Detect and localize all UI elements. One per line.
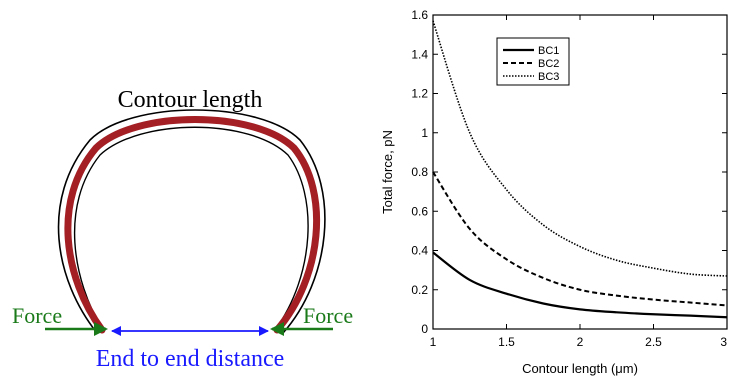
filament-inner-outline: [73, 126, 309, 331]
series-line-bc1: [432, 251, 728, 319]
legend-label-bc3: BC3: [538, 71, 559, 83]
y-tick-label: 1.6: [411, 8, 428, 22]
x-tick-label: 2: [577, 335, 584, 349]
x-axis-label: Contour length (μm): [522, 361, 638, 376]
legend-label-bc1: BC1: [538, 45, 559, 57]
y-tick-label: 1.4: [411, 47, 428, 61]
series-lines: [432, 20, 728, 319]
legend-label-bc2: BC2: [538, 58, 559, 70]
y-tick-label: 0.6: [411, 204, 428, 218]
contour-length-label: Contour length: [118, 87, 263, 113]
plot-frame: [432, 14, 728, 330]
y-tick-label: 1.2: [411, 87, 428, 101]
x-tick-label: 1: [430, 335, 437, 349]
series-line-bc2: [432, 171, 728, 307]
filament: [64, 116, 321, 334]
x-tick-label: 1.5: [498, 335, 515, 349]
y-axis: 0 0.2 0.4 0.6 0.8 1 1.2 1.4 1.6: [411, 8, 727, 336]
y-tick-label: 0.8: [411, 165, 428, 179]
end-to-end-label: End to end distance: [96, 346, 285, 372]
y-tick-label: 0.4: [411, 244, 428, 258]
filament-diagram: Contour length Force Force End to end di…: [12, 87, 353, 372]
x-axis: 1 1.5 2 2.5 3: [430, 15, 728, 349]
force-right-label: Force: [303, 303, 353, 328]
y-tick-label: 1: [421, 126, 428, 140]
x-tick-label: 2.5: [645, 335, 662, 349]
x-tick-label: 3: [720, 335, 727, 349]
y-tick-label: 0: [421, 322, 428, 336]
y-tick-label: 0.2: [411, 283, 428, 297]
series-line-bc3: [432, 20, 728, 277]
force-left-label: Force: [12, 303, 62, 328]
y-axis-label: Total force, pN: [380, 130, 395, 214]
filament-outer-outline: [57, 109, 326, 334]
legend-box: [496, 37, 570, 86]
force-chart: 0 0.2 0.4 0.6 0.8 1 1.2 1.4 1.6 1 1.5 2 2.5 3 Total …: [380, 8, 728, 376]
